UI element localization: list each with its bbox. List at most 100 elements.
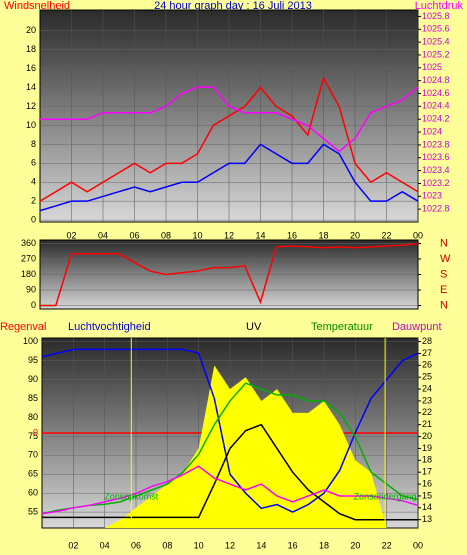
y2-tick-label: 1023 (422, 191, 442, 201)
legend-label: UV (246, 321, 262, 333)
y-tick-label: 0 (31, 300, 36, 310)
y2-tick-label: 14 (422, 502, 432, 512)
y-tick-label: 80 (28, 412, 38, 422)
x-tick-label: 14 (255, 230, 265, 240)
y2-tick-label: 19 (422, 443, 432, 453)
line (42, 423, 418, 521)
y-tick-label: 65 (28, 469, 38, 479)
line (39, 76, 419, 202)
y2-tick-label: 1024.4 (422, 101, 450, 111)
line (41, 465, 419, 515)
y2-tick-label: 28 (422, 336, 432, 346)
y2-tick-label: 21 (422, 419, 432, 429)
annotation: Zonsopkomst (104, 491, 159, 501)
y-tick-label: 90 (26, 284, 36, 294)
y2-tick-label: S (440, 268, 447, 280)
y2-tick-label: 1025.4 (422, 36, 450, 46)
y2-tick-label: 1023.8 (422, 139, 450, 149)
y-tick-label: 70 (28, 450, 38, 460)
y3-tick-label: 0 (33, 427, 38, 437)
y-tick-label: 270 (21, 253, 36, 263)
y-tick-label: 8 (31, 139, 36, 149)
x-tick-label: 00 (413, 230, 423, 240)
y2-tick-label: E (440, 284, 447, 296)
chart-title: 24 hour graph day : 16 Juli 2013 (154, 0, 312, 12)
line (41, 382, 419, 515)
y-tick-label: 75 (28, 431, 38, 441)
x-tick-label: 10 (192, 230, 202, 240)
y-tick-label: 18 (26, 44, 36, 54)
y2-tick-label: 1022.8 (422, 204, 450, 214)
y2-tick-label: 1024.2 (422, 114, 450, 124)
y-tick-label: 20 (26, 25, 36, 35)
y2-tick-label: 1023.2 (422, 178, 450, 188)
y2-tick-label: 1024.8 (422, 75, 450, 85)
y-tick-label: 85 (28, 393, 38, 403)
y2-tick-label: 27 (422, 348, 432, 358)
x-tick-label: 22 (382, 540, 392, 550)
line (41, 348, 419, 513)
x-tick-label: 02 (66, 230, 76, 240)
x-tick-label: 04 (98, 230, 108, 240)
y2-tick-label: 26 (422, 360, 432, 370)
y-tick-label: 4 (31, 177, 36, 187)
x-tick-label: 00 (413, 540, 423, 550)
legend-label: Windsnelheid (4, 0, 70, 12)
x-tick-label: 16 (288, 540, 298, 550)
y2-tick-label: N (440, 237, 448, 249)
legend-label: Luchtvochtigheid (68, 321, 151, 333)
legend-label: Temperatuur (311, 321, 373, 333)
x-tick-label: 04 (100, 540, 110, 550)
legend-label: Regenval (0, 321, 46, 333)
y-tick-label: 100 (23, 336, 38, 346)
line (40, 86, 419, 153)
y2-tick-label: 1023.6 (422, 152, 450, 162)
x-tick-label: 12 (225, 540, 235, 550)
x-tick-label: 22 (381, 230, 391, 240)
y-tick-label: 180 (21, 269, 36, 279)
x-tick-label: 10 (194, 540, 204, 550)
x-tick-label: 12 (224, 230, 234, 240)
x-tick-label: 08 (161, 230, 171, 240)
x-tick-label: 20 (350, 540, 360, 550)
y-tick-label: 16 (26, 63, 36, 73)
area (42, 365, 418, 528)
y2-tick-label: 15 (422, 490, 432, 500)
y2-tick-label: 1025.6 (422, 24, 450, 34)
y2-tick-label: 20 (422, 431, 432, 441)
y-tick-label: 6 (31, 158, 36, 168)
x-tick-label: 06 (129, 230, 139, 240)
x-tick-label: 02 (68, 540, 78, 550)
y-tick-label: 0 (31, 214, 36, 224)
y2-tick-label: 22 (422, 407, 432, 417)
y2-tick-label: 1025 (422, 62, 442, 72)
y2-tick-label: 1025.8 (422, 11, 450, 21)
y2-tick-label: 24 (422, 383, 432, 393)
y-tick-label: 360 (21, 238, 36, 248)
y-tick-label: 55 (28, 506, 38, 516)
x-tick-label: 08 (162, 540, 172, 550)
x-tick-label: 14 (256, 540, 266, 550)
annotation: Zonsondergang (354, 491, 417, 501)
y-tick-label: 95 (28, 355, 38, 365)
y2-tick-label: 23 (422, 395, 432, 405)
x-tick-label: 06 (131, 540, 141, 550)
y2-tick-label: 25 (422, 372, 432, 382)
y2-tick-label: 1023.4 (422, 165, 450, 175)
y2-tick-label: 16 (422, 478, 432, 488)
x-tick-label: 18 (319, 540, 329, 550)
y-tick-label: 14 (26, 82, 36, 92)
line (39, 143, 419, 212)
x-tick-label: 20 (350, 230, 360, 240)
y-tick-label: 60 (28, 488, 38, 498)
line (40, 242, 419, 307)
y-tick-label: 12 (26, 101, 36, 111)
x-tick-label: 18 (318, 230, 328, 240)
y-tick-label: 10 (26, 120, 36, 130)
legend-label: Luchtdruk (415, 0, 464, 12)
legend-label: Dauwpunt (392, 321, 442, 333)
y2-tick-label: 13 (422, 514, 432, 524)
y2-tick-label: 1024.6 (422, 88, 450, 98)
y-tick-label: 90 (28, 374, 38, 384)
